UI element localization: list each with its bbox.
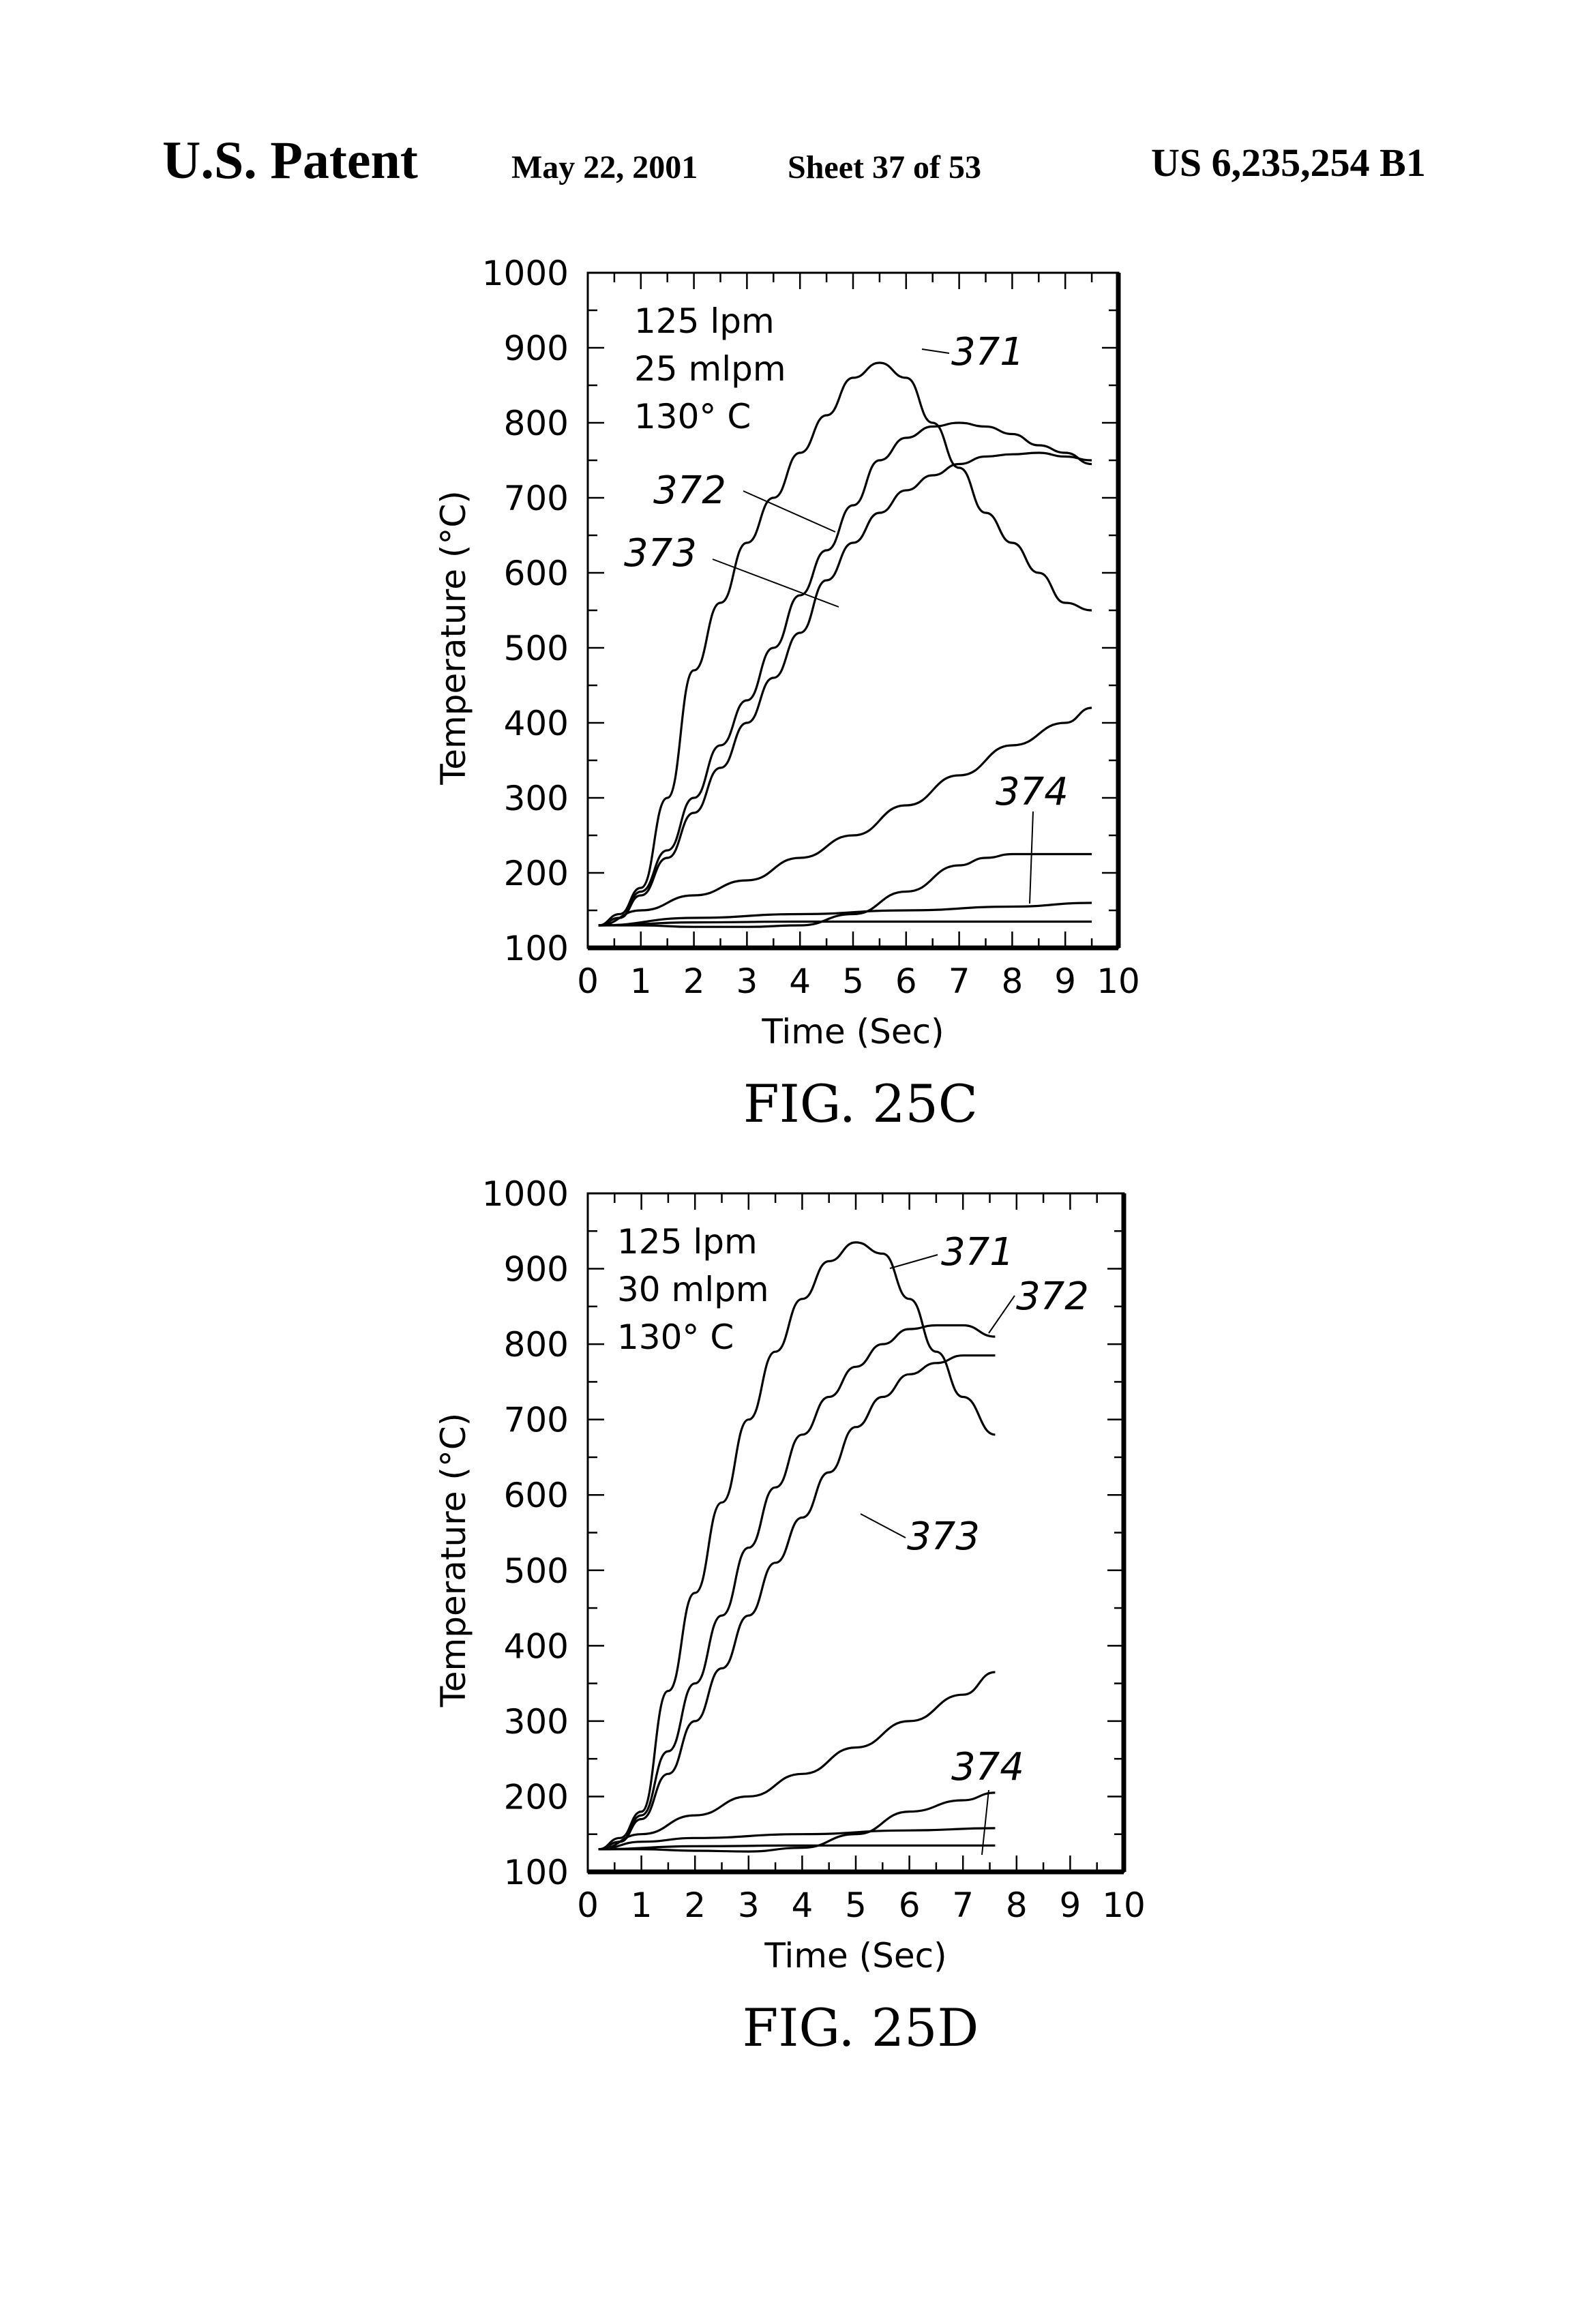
- y-tick-label: 800: [504, 404, 569, 443]
- y-tick-label: 600: [504, 554, 569, 593]
- x-tick-label: 10: [1096, 962, 1140, 1001]
- patent-header-date: May 22, 2001: [511, 149, 698, 186]
- x-tick-label: 5: [842, 962, 864, 1001]
- x-axis-label: Time (Sec): [761, 1012, 944, 1052]
- series-372-line-1: [599, 1326, 996, 1849]
- y-tick-label: 900: [504, 1250, 569, 1290]
- y-tick-label: 400: [504, 1626, 569, 1666]
- curve-label: 371: [951, 330, 1024, 374]
- y-axis-label: Temperature (°C): [434, 1413, 473, 1708]
- x-tick-label: 6: [895, 962, 917, 1001]
- y-tick-label: 500: [504, 629, 569, 668]
- x-tick-label: 3: [736, 962, 758, 1001]
- y-tick-label: 100: [504, 929, 569, 968]
- y-tick-label: 300: [504, 1702, 569, 1742]
- y-tick-label: 200: [504, 854, 569, 893]
- x-tick-label: 0: [577, 962, 599, 1001]
- patent-header-number: US 6,235,254 B1: [1151, 140, 1426, 185]
- x-tick-label: 10: [1102, 1886, 1146, 1925]
- condition-annotation: 125 lpm: [617, 1222, 758, 1262]
- curve-leader-line: [1030, 811, 1033, 904]
- x-tick-label: 4: [791, 1886, 813, 1925]
- series-374-line-4: [599, 854, 1092, 927]
- x-tick-label: 1: [631, 1886, 653, 1925]
- figure-25c-chart: 0123456789 10 100 200 300 400 500 600 700 800 900 1…: [0, 245, 1582, 1159]
- condition-annotation: 130° C: [617, 1317, 734, 1357]
- curve-label: 372: [1016, 1275, 1089, 1319]
- x-axis-label: Time (Sec): [764, 1936, 946, 1976]
- y-tick-label: 800: [504, 1325, 569, 1365]
- condition-annotation: 25 mlpm: [634, 349, 786, 389]
- x-tick-label: 2: [684, 1886, 706, 1925]
- x-tick-label: 7: [952, 1886, 974, 1925]
- x-tick-label: 8: [1006, 1886, 1028, 1925]
- figure-caption: FIG. 25C: [743, 1073, 978, 1134]
- x-tick-label: 0: [577, 1886, 599, 1925]
- y-tick-label: 700: [504, 479, 569, 518]
- x-tick-label: 9: [1059, 1886, 1081, 1925]
- patent-header-title: U.S. Patent: [162, 130, 418, 191]
- y-tick-label: 100: [504, 1853, 569, 1892]
- y-tick-label: 600: [504, 1476, 569, 1515]
- y-tick-label: 200: [504, 1777, 569, 1817]
- condition-annotation: 125 lpm: [634, 301, 775, 341]
- series-374-line-6: [599, 922, 1092, 926]
- y-tick-label: 400: [504, 704, 569, 743]
- figure-25d-chart: 0123456789 10 100 200 300 400 500 600 700 800 900 1…: [0, 1166, 1582, 2080]
- curve-label: 374: [996, 770, 1069, 814]
- curve-label: 374: [951, 1745, 1024, 1789]
- x-tick-label: 9: [1054, 962, 1076, 1001]
- y-axis-label: Temperature (°C): [434, 490, 473, 786]
- curve-label: 373: [624, 531, 697, 576]
- condition-annotation: 30 mlpm: [617, 1270, 769, 1309]
- curve-leader-line: [890, 1255, 938, 1268]
- curve-leader-line: [989, 1296, 1015, 1333]
- y-tick-label: 900: [504, 329, 569, 368]
- condition-annotation: 130° C: [634, 397, 751, 436]
- curve-leader-line: [743, 491, 835, 532]
- curve-label: 371: [941, 1230, 1014, 1275]
- curve-leader-line: [922, 349, 949, 353]
- y-tick-label: 300: [504, 779, 569, 818]
- x-tick-label: 2: [683, 962, 705, 1001]
- y-tick-label: 500: [504, 1551, 569, 1591]
- patent-header-sheet: Sheet 37 of 53: [788, 149, 981, 186]
- series-374-line-3: [599, 1672, 996, 1849]
- x-tick-label: 7: [949, 962, 970, 1001]
- y-tick-label: 700: [504, 1401, 569, 1440]
- series-371-line-0: [599, 363, 1092, 925]
- x-tick-label: 8: [1001, 962, 1023, 1001]
- x-tick-label: 1: [630, 962, 652, 1001]
- x-tick-label: 3: [738, 1886, 760, 1925]
- x-tick-label: 5: [845, 1886, 867, 1925]
- y-tick-label: 1000: [482, 1174, 569, 1214]
- x-tick-label: 6: [899, 1886, 921, 1925]
- x-tick-label: 4: [789, 962, 811, 1001]
- series-374-line-4: [599, 1793, 996, 1851]
- y-tick-label: 1000: [482, 254, 569, 293]
- figure-caption: FIG. 25D: [743, 1997, 979, 2058]
- curve-label: 372: [653, 468, 726, 513]
- curve-leader-line: [861, 1514, 906, 1538]
- curve-label: 373: [907, 1515, 980, 1559]
- series-374-line-3: [599, 708, 1092, 925]
